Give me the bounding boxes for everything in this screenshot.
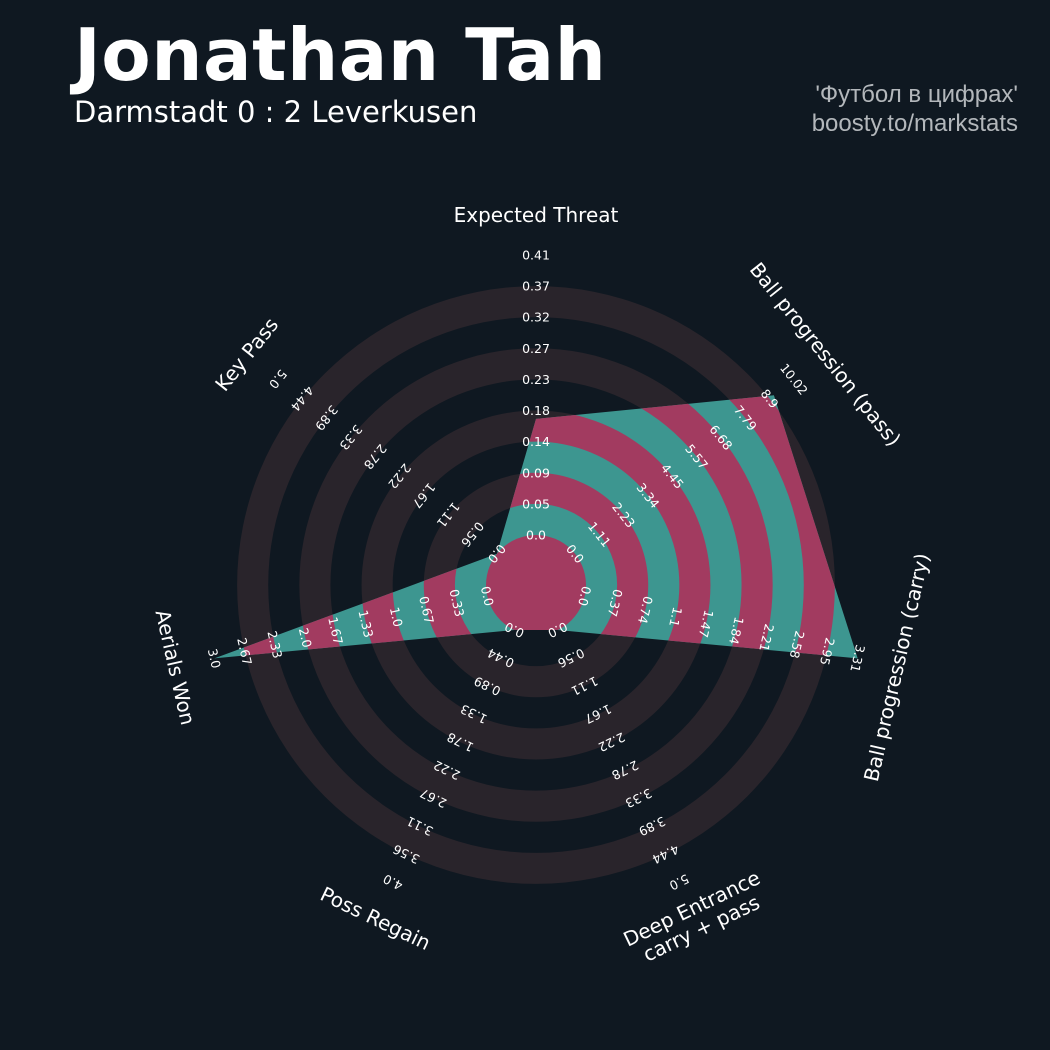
tick-label-ball-progression-carry: 0.74 xyxy=(635,595,656,626)
tick-label-expected-threat: 0.18 xyxy=(522,403,550,418)
param-label-aerials-won: Aerials Won xyxy=(150,607,200,727)
tick-label-aerials-won: 2.0 xyxy=(296,626,315,649)
tick-label-ball-progression-carry: 1.1 xyxy=(666,606,685,629)
tick-label-ball-progression-carry: 3.31 xyxy=(847,643,868,673)
tick-label-expected-threat: 0.27 xyxy=(522,341,550,356)
param-label-line: Expected Threat xyxy=(454,203,619,227)
tick-label-expected-threat: 0.14 xyxy=(522,434,550,449)
tick-label-aerials-won: 3.0 xyxy=(205,647,224,670)
tick-label-ball-progression-carry: 2.95 xyxy=(817,636,838,666)
credit-line-2: boosty.to/markstats xyxy=(811,110,1018,137)
credit: 'Футбол в цифрах' boosty.to/markstats xyxy=(812,80,1018,138)
param-label-line: Aerials Won xyxy=(150,607,200,727)
param-label-ball-progression-carry: Ball progression (carry) xyxy=(859,551,935,784)
tick-label-deep-entrance-carry-pass: 5.0 xyxy=(667,871,691,893)
param-label-line: Ball progression (carry) xyxy=(859,551,935,784)
tick-label-ball-progression-pass: 10.02 xyxy=(777,361,811,398)
tick-label-aerials-won: 2.67 xyxy=(234,636,255,666)
tick-label-expected-threat: 0.09 xyxy=(522,465,550,480)
tick-label-aerials-won: 1.67 xyxy=(325,615,346,645)
tick-label-expected-threat: 0.37 xyxy=(522,279,550,294)
match-subtitle: Darmstadt 0 : 2 Leverkusen xyxy=(74,95,478,129)
param-label-line: Poss Regain xyxy=(317,882,435,955)
tick-label-aerials-won: 1.33 xyxy=(355,609,376,639)
tick-label-expected-threat: 0.05 xyxy=(522,496,550,511)
param-label-poss-regain: Poss Regain xyxy=(317,882,435,955)
credit-line-1: 'Футбол в цифрах' xyxy=(815,81,1018,108)
tick-label-aerials-won: 0.33 xyxy=(446,588,467,618)
tick-label-expected-threat: 0.23 xyxy=(522,372,550,387)
tick-label-poss-regain: 4.0 xyxy=(381,871,405,893)
radar-polygon-band xyxy=(486,535,586,635)
tick-label-ball-progression-carry: 2.58 xyxy=(787,629,808,660)
page-title: Jonathan Tah xyxy=(74,13,607,97)
tick-label-ball-progression-carry: 1.84 xyxy=(726,615,747,646)
tick-label-expected-threat: 0.0 xyxy=(526,528,546,543)
tick-label-aerials-won: 0.67 xyxy=(416,595,437,625)
tick-label-ball-progression-carry: 2.21 xyxy=(756,622,777,652)
tick-label-expected-threat: 0.41 xyxy=(522,248,550,263)
tick-label-aerials-won: 0.0 xyxy=(478,585,497,608)
tick-label-expected-threat: 0.32 xyxy=(522,310,550,325)
tick-label-key-pass: 5.0 xyxy=(266,367,290,392)
tick-label-ball-progression-carry: 1.47 xyxy=(696,609,717,639)
tick-label-ball-progression-carry: 0.0 xyxy=(575,585,594,608)
radar-polygon xyxy=(214,395,858,659)
param-label-deep-entrance-carry-pass: Deep Entrancecarry + pass xyxy=(620,865,774,971)
tick-label-ball-progression-carry: 0.37 xyxy=(605,588,626,618)
tick-label-aerials-won: 2.33 xyxy=(264,629,285,659)
tick-label-aerials-won: 1.0 xyxy=(387,606,406,629)
param-label-expected-threat: Expected Threat xyxy=(454,203,619,227)
